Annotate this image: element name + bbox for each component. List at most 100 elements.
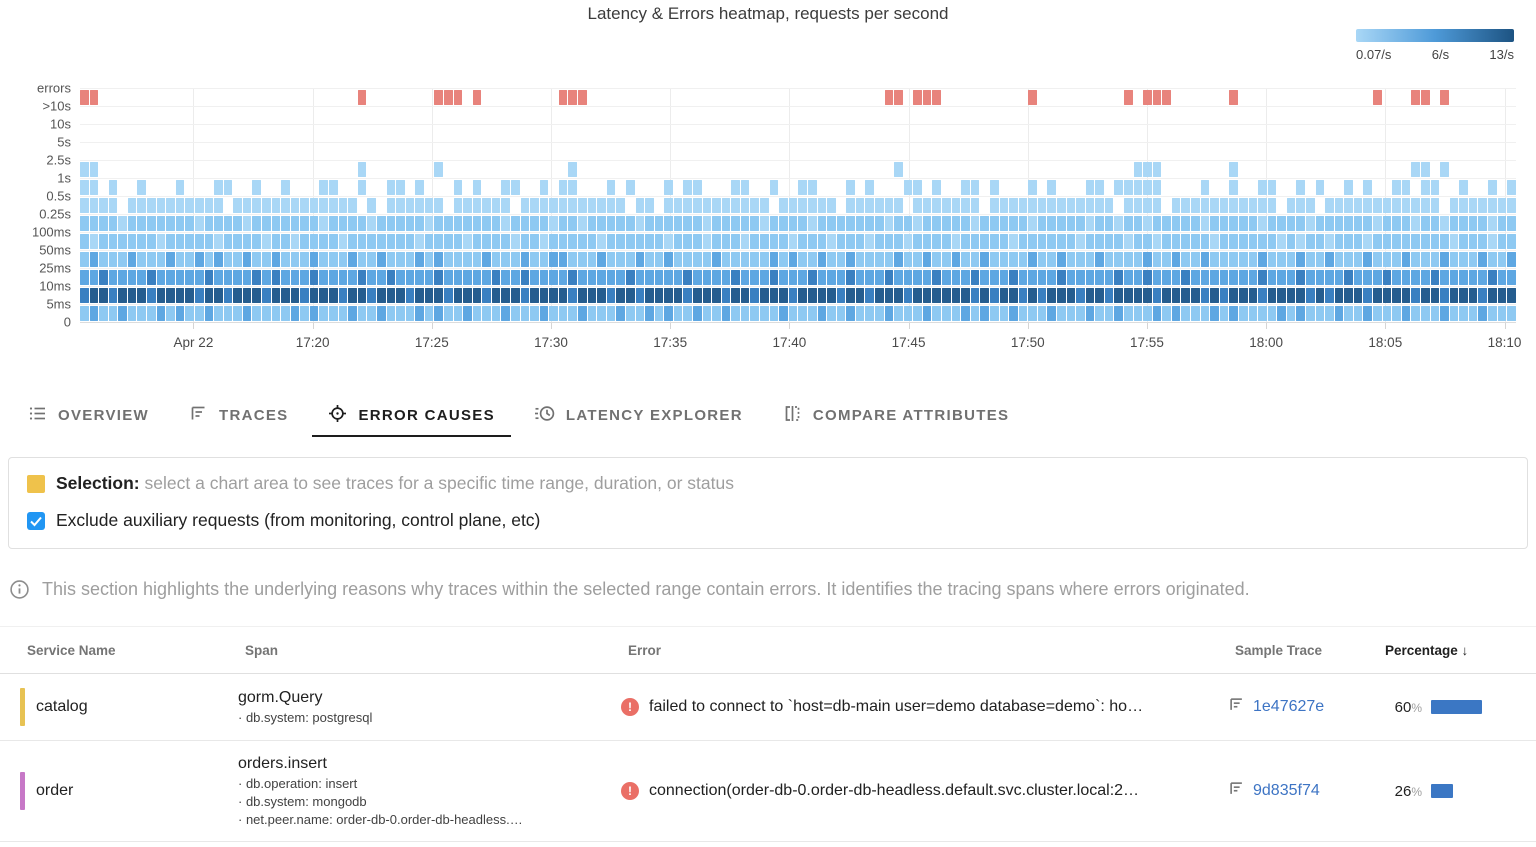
tab-error-causes[interactable]: ERROR CAUSES [312,396,511,437]
heatmap-cell [357,288,367,303]
column-header-service-name[interactable]: Service Name [27,642,116,658]
heatmap-cell [942,216,951,231]
heatmap-cell [1191,144,1200,159]
heatmap-cell [1354,126,1363,141]
tab-compare-attributes[interactable]: COMPARE ATTRIBUTES [767,396,1025,437]
y-axis-tick-label: 100ms [31,224,71,240]
heatmap-cell [233,162,242,177]
heatmap-cell [501,288,511,303]
heatmap-cell [942,162,951,177]
heatmap-cell [664,252,673,267]
heatmap-cell [1401,306,1411,321]
heatmap-cell [874,306,884,321]
heatmap-cell [1239,144,1248,159]
heatmap-cell [319,144,328,159]
heatmap-cell [1478,306,1487,321]
heatmap-cell [578,126,587,141]
heatmap-cell [1114,252,1124,267]
heatmap-cell [530,288,539,303]
heatmap-cell [1459,198,1468,213]
heatmap-cell [348,108,357,123]
tab-overview[interactable]: OVERVIEW [12,396,165,437]
heatmap-cell [1440,180,1449,195]
heatmap-cell [674,180,683,195]
heatmap-cell [1047,216,1056,231]
heatmap-cell [291,162,300,177]
x-axis-tick [1146,323,1148,329]
heatmap-cell [1334,288,1344,303]
heatmap-cell [89,306,99,321]
heatmap-cell [1478,270,1487,285]
x-axis-tick-label: 17:35 [653,335,688,350]
heatmap-cell [1478,180,1487,195]
heatmap-cell [1487,216,1497,231]
heatmap-cell [329,270,338,285]
heatmap-cell [540,90,549,105]
heatmap-cell [1009,216,1018,231]
heatmap-cell [770,108,779,123]
heatmap-cell [1449,216,1459,231]
heatmap-cell [1459,90,1468,105]
heatmap-cell [808,144,817,159]
heatmap-cell [971,162,980,177]
heatmap-cell [1229,108,1238,123]
heatmap-cell [712,144,721,159]
heatmap-cell [176,90,185,105]
heatmap-cell [750,90,759,105]
sample-trace-link[interactable]: 1e47627e [1253,698,1325,715]
service-name: order [36,782,74,799]
heatmap-cell [329,180,338,195]
heatmap-cell [769,288,779,303]
heatmap-cell [827,144,836,159]
heatmap-cell [1143,144,1152,159]
heatmap-cell [1353,288,1363,303]
heatmap-cell [587,198,597,213]
heatmap-cell [549,288,558,303]
heatmap-cell [1076,270,1085,285]
heatmap-cell [1114,288,1124,303]
column-header-percentage[interactable]: Percentage ↓ [1385,642,1469,658]
heatmap-cell [837,126,846,141]
heatmap-plot[interactable] [80,88,1516,323]
heatmap-cell [205,126,214,141]
heatmap-cell [549,198,558,213]
sample-trace-link[interactable]: 9d835f74 [1253,782,1320,799]
exclude-auxiliary-checkbox[interactable] [27,511,45,530]
heatmap-cell [511,198,520,213]
heatmap-cell [157,90,166,105]
heatmap-cell [530,198,539,213]
heatmap-cell [827,198,836,213]
error-icon: ! [621,782,639,800]
heatmap-cell [1152,216,1162,231]
column-header-span[interactable]: Span [245,642,279,658]
heatmap-cell [396,108,405,123]
heatmap-cell [1210,108,1219,123]
heatmap-cell [89,234,99,249]
heatmap-cell [137,108,146,123]
heatmap-cell [722,180,731,195]
heatmap-cell [1200,252,1210,267]
tab-traces[interactable]: TRACES [173,396,304,437]
heatmap-cell [635,198,645,213]
tab-latency-explorer[interactable]: LATENCY EXPLORER [519,396,759,437]
heatmap-cell [1468,306,1478,321]
column-header-sample-trace[interactable]: Sample Trace [1235,642,1323,658]
heatmap-cell [1468,270,1478,285]
heatmap-cell [271,306,281,321]
heatmap-cell [922,306,932,321]
heatmap-cell [664,270,673,285]
heatmap-cell [1353,252,1363,267]
heatmap-cell [693,180,702,195]
heatmap-cell [176,108,185,123]
heatmap-cell [147,288,156,303]
heatmap-cell [741,162,750,177]
heatmap-cell [1287,108,1296,123]
column-header-error[interactable]: Error [628,642,662,658]
heatmap-cell [482,144,491,159]
heatmap-cell [396,234,405,249]
heatmap-cell [932,234,942,249]
heatmap-cell [1401,198,1411,213]
heatmap-cell [1469,108,1478,123]
